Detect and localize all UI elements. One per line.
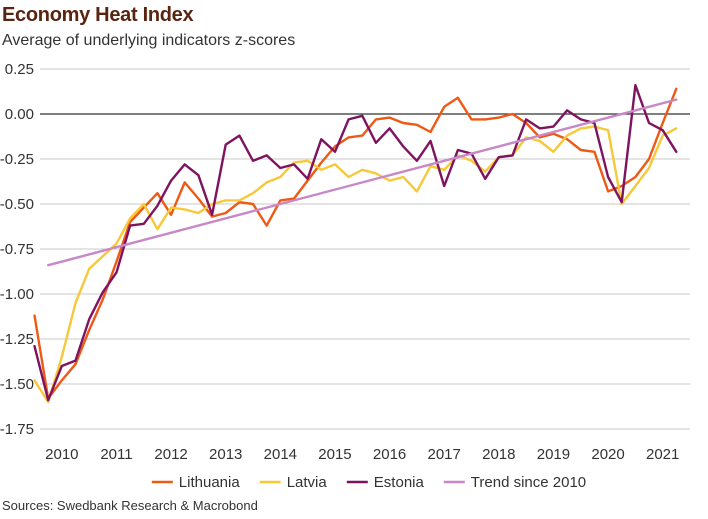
x-tick-label: 2014 [264, 446, 297, 463]
y-tick-label: -1.00 [0, 286, 34, 303]
y-tick-label: -1.50 [0, 376, 34, 393]
y-tick-label: 0.00 [5, 106, 34, 123]
data-series [33, 83, 678, 404]
y-tick-label: -0.75 [0, 241, 34, 258]
y-tick-label: -1.25 [0, 331, 34, 348]
legend-item-estonia: Estonia [346, 474, 425, 491]
y-tick-label: -0.50 [0, 196, 34, 213]
legend-item-latvia: Latvia [259, 474, 328, 491]
x-tick-label: 2010 [45, 446, 78, 463]
x-tick-label: 2018 [482, 446, 515, 463]
legend-label: Lithuania [179, 474, 241, 491]
series-line-trend-since-2010 [47, 98, 678, 267]
y-tick-label: -1.75 [0, 421, 34, 438]
gridlines [40, 68, 690, 430]
chart-subtitle: Average of underlying indicators z-score… [2, 32, 296, 49]
legend-item-lithuania: Lithuania [151, 474, 241, 491]
x-tick-label: 2015 [318, 446, 351, 463]
y-tick-label: -0.25 [0, 151, 34, 168]
x-tick-label: 2016 [373, 446, 406, 463]
x-tick-label: 2012 [154, 446, 187, 463]
legend-label: Trend since 2010 [471, 474, 586, 491]
series-line-lithuania [33, 87, 678, 400]
legend-item-trend-since-2010: Trend since 2010 [443, 474, 586, 491]
legend-label: Estonia [374, 474, 425, 491]
y-tick-label: 0.25 [5, 61, 34, 78]
legend-label: Latvia [287, 474, 328, 491]
x-tick-label: 2021 [646, 446, 679, 463]
x-tick-label: 2019 [537, 446, 570, 463]
source-note: Sources: Swedbank Research & Macrobond [2, 498, 258, 513]
chart-title: Economy Heat Index [2, 4, 194, 26]
x-tick-label: 2013 [209, 446, 242, 463]
y-axis-tick-labels: 0.25 0.00 -0.25 -0.50 -0.75 -1.00 -1.25 -1.50 -1… [0, 61, 34, 438]
series-line-estonia [33, 83, 678, 402]
legend: Lithuania Latvia Estonia Trend since 2010 [151, 474, 586, 491]
x-tick-label: 2011 [100, 446, 132, 463]
x-tick-label: 2020 [591, 446, 624, 463]
x-axis-tick-labels: 2010 2011 2012 2013 2014 2015 2016 2017 2018 2019… [45, 446, 679, 463]
series-line-latvia [33, 125, 678, 404]
x-tick-label: 2017 [428, 446, 461, 463]
